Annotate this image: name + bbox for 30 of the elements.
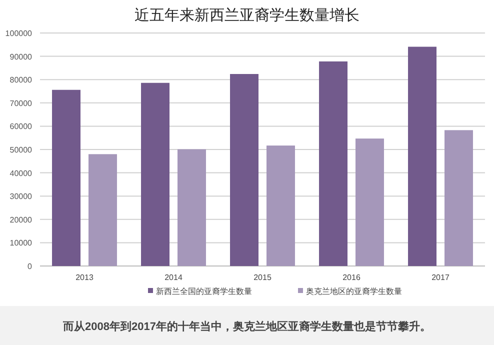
y-tick-label: 100000 [5,29,33,38]
y-tick-label: 80000 [10,76,33,85]
x-tick-label: 2014 [164,273,183,282]
x-tick-label: 2013 [76,273,94,282]
y-tick-label: 0 [28,262,33,271]
y-tick-label: 20000 [10,215,33,224]
bar [230,74,258,266]
y-tick-label: 70000 [10,98,33,108]
chart-title: 近五年来新西兰亚裔学生数量增长 [134,7,360,24]
y-tick-label: 40000 [10,168,33,178]
text: 而从2008年到2017年的十年当中，奥克兰地区亚裔学生数量也是节节攀升。 [62,320,431,333]
x-tick-label: 2017 [432,273,450,282]
y-tick-label: 90000 [10,52,33,62]
x-tick-label: 2016 [342,273,361,282]
bar [141,82,170,266]
bar [444,130,473,266]
bar [266,146,295,266]
bar [178,149,206,266]
bar [319,61,348,266]
bar [356,138,384,266]
legend-label: 奥克兰地区的亚裔学生数量 [306,287,402,296]
y-tick-label: 10000 [10,238,33,248]
x-tick-label: 2015 [254,273,272,282]
y-tick-label: 50000 [10,146,33,154]
bar [88,154,117,266]
y-tick-label: 60000 [10,122,33,132]
legend-label: 新西兰全国的亚裔学生数量 [156,287,252,296]
bar [408,46,436,266]
y-tick-label: 30000 [10,192,33,202]
bar [52,90,80,266]
